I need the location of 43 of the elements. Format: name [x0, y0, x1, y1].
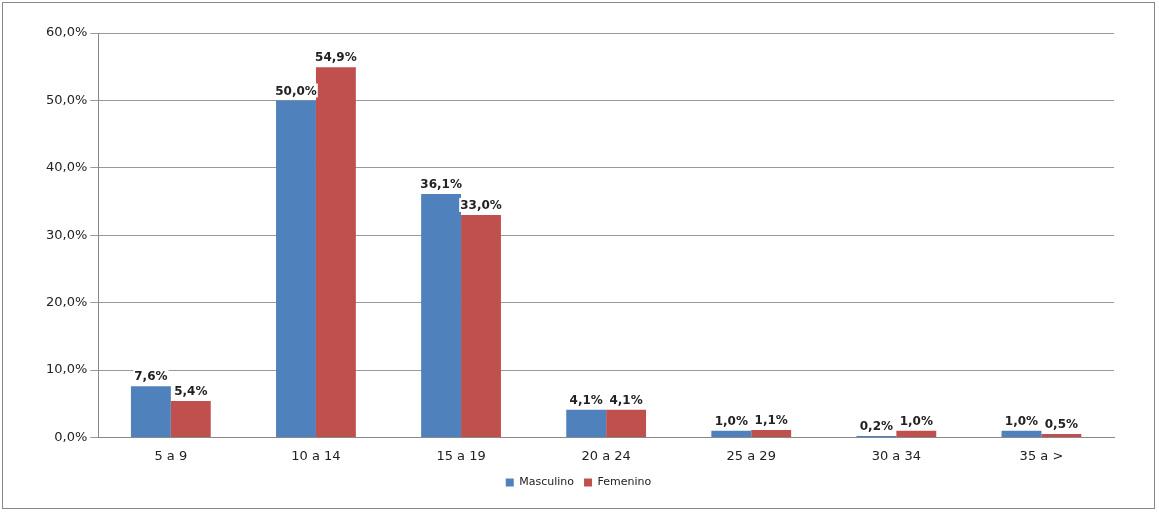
bar: [1001, 430, 1042, 437]
bar: [315, 67, 356, 437]
data-label: 1,0%: [899, 413, 933, 428]
y-tick-label: 0,0%: [54, 428, 88, 444]
data-label: 0,5%: [1044, 417, 1079, 432]
data-label: 33,0%: [460, 198, 502, 213]
data-label: 1,1%: [754, 413, 788, 428]
x-tick-label: 30 a 34: [871, 447, 922, 463]
bar: [170, 401, 211, 437]
bar: [130, 386, 171, 437]
data-label: 4,1%: [569, 392, 603, 407]
y-tick-label: 30,0%: [45, 226, 88, 242]
y-tick-label: 40,0%: [45, 159, 88, 175]
bar: [606, 409, 647, 437]
data-label: 0,2%: [859, 419, 894, 434]
data-label: 54,9%: [315, 50, 357, 65]
data-label: 4,1%: [609, 392, 643, 407]
y-tick-label: 60,0%: [45, 24, 88, 40]
bar: [276, 100, 316, 437]
bar: [1041, 434, 1082, 437]
y-tick-label: 10,0%: [45, 361, 88, 377]
x-tick-label: 10 a 14: [291, 447, 341, 463]
x-tick-label: 15 a 19: [436, 447, 486, 463]
bar: [421, 194, 462, 437]
bar: [566, 409, 607, 437]
y-tick-label: 50,0%: [45, 91, 88, 107]
y-tick-label: 20,0%: [45, 293, 88, 309]
bar: [461, 214, 501, 437]
x-tick-label: 20 a 24: [581, 447, 631, 463]
x-tick-label: 35 a >: [1019, 447, 1064, 463]
data-label: 1,0%: [714, 413, 748, 428]
x-tick-label: 5 a 9: [154, 447, 188, 463]
bar: [896, 430, 937, 437]
data-label: 1,0%: [1004, 413, 1039, 428]
data-label: 50,0%: [275, 83, 317, 98]
legend-label: Femenino: [597, 475, 652, 489]
bar: [751, 429, 792, 437]
data-label: 5,4%: [174, 384, 208, 399]
legend-label: Masculino: [519, 475, 575, 489]
bar: [711, 430, 752, 437]
data-label: 36,1%: [420, 177, 462, 192]
data-label: 7,6%: [134, 369, 168, 384]
x-tick-label: 25 a 29: [726, 447, 776, 463]
